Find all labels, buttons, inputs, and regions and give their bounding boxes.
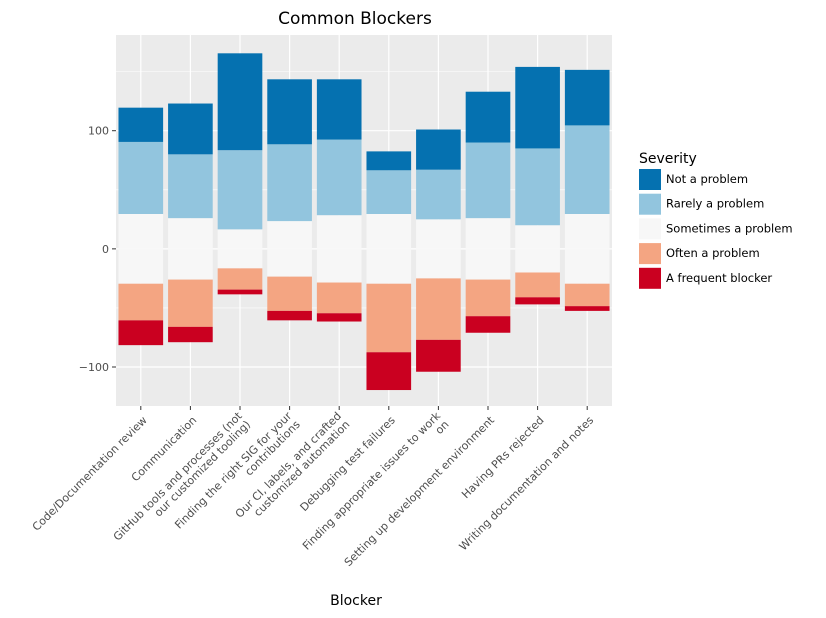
chart-title: Common Blockers: [278, 9, 432, 29]
bar-segment: [366, 248, 412, 284]
bar-segment: [366, 214, 412, 249]
bar-segment: [316, 282, 362, 314]
x-tick-label: Having PRs rejected: [459, 414, 546, 501]
legend-swatch: [639, 169, 661, 190]
bar-segment: [316, 313, 362, 322]
bar-segment: [217, 289, 263, 295]
bar-segment: [416, 129, 461, 170]
bar-segment: [267, 248, 312, 277]
bar-segment: [515, 248, 560, 273]
bar-segment: [217, 150, 263, 230]
bar-segment: [168, 326, 213, 343]
bar-segment: [168, 154, 213, 219]
bar-segment: [416, 169, 461, 220]
bar-segment: [118, 248, 164, 284]
y-tick-label: 100: [88, 125, 109, 138]
bar-segment: [564, 214, 610, 249]
bar-segment: [267, 144, 312, 222]
bar-segment: [465, 316, 511, 333]
bar-segment: [564, 69, 610, 126]
bar-segment: [416, 248, 461, 279]
y-tick-label: 0: [102, 243, 109, 256]
bar-segment: [267, 310, 312, 321]
legend-title: Severity: [639, 151, 697, 167]
legend-label: Not a problem: [666, 172, 748, 186]
bar-segment: [168, 279, 213, 327]
bar-segment: [316, 248, 362, 283]
bar-segment: [118, 283, 164, 321]
bar-segment: [416, 339, 461, 372]
bar-segment: [564, 248, 610, 284]
x-axis: Code/Documentation reviewCommunicationGi…: [30, 406, 596, 569]
bar-segment: [267, 221, 312, 249]
bar-segment: [316, 139, 362, 216]
bar-segment: [316, 79, 362, 140]
bar-segment: [168, 103, 213, 155]
legend-swatch: [639, 193, 661, 215]
bar-segment: [168, 248, 213, 280]
bar-segment: [217, 248, 263, 269]
bar-segment: [366, 170, 412, 215]
legend-label: Sometimes a problem: [666, 221, 793, 235]
bar-segment: [217, 229, 263, 249]
bar-segment: [465, 91, 511, 143]
legend-swatch: [639, 267, 661, 289]
legend-label: Rarely a problem: [666, 197, 764, 211]
legend-label: Often a problem: [666, 246, 760, 260]
legend-label: A frequent blocker: [666, 271, 772, 285]
legend-swatch: [639, 218, 661, 240]
bar-segment: [465, 218, 511, 249]
bar-segment: [515, 225, 560, 249]
bar-segment: [564, 125, 610, 215]
bar-segment: [416, 219, 461, 249]
bar-segment: [366, 352, 412, 391]
bar-segment: [168, 218, 213, 249]
bar-segment: [416, 278, 461, 340]
bar-segment: [515, 148, 560, 226]
bar-segment: [465, 248, 511, 280]
x-axis-title: Blocker: [330, 593, 382, 609]
bar-segment: [316, 215, 362, 249]
bar-segment: [366, 151, 412, 171]
bar-segment: [366, 283, 412, 353]
y-tick-label: −100: [79, 361, 109, 374]
bar-segment: [515, 272, 560, 298]
bar-segment: [118, 214, 164, 249]
bar-segment: [515, 66, 560, 149]
bar-segment: [217, 268, 263, 290]
bar-segment: [118, 320, 164, 346]
bars: [118, 53, 610, 391]
bar-segment: [465, 142, 511, 219]
bar-segment: [515, 297, 560, 305]
bar-segment: [267, 276, 312, 311]
y-axis: −100 0 100: [79, 125, 116, 374]
legend-swatch: [639, 243, 661, 265]
bar-segment: [217, 53, 263, 151]
bar-segment: [118, 141, 164, 215]
x-tick-label-line: Having PRs rejected: [459, 414, 546, 501]
legend: Severity Not a problem Rarely a problem So…: [639, 151, 793, 289]
bar-segment: [465, 279, 511, 317]
bar-segment: [267, 79, 312, 145]
bar-segment: [118, 107, 164, 142]
bar-segment: [564, 283, 610, 307]
bar-segment: [564, 306, 610, 311]
